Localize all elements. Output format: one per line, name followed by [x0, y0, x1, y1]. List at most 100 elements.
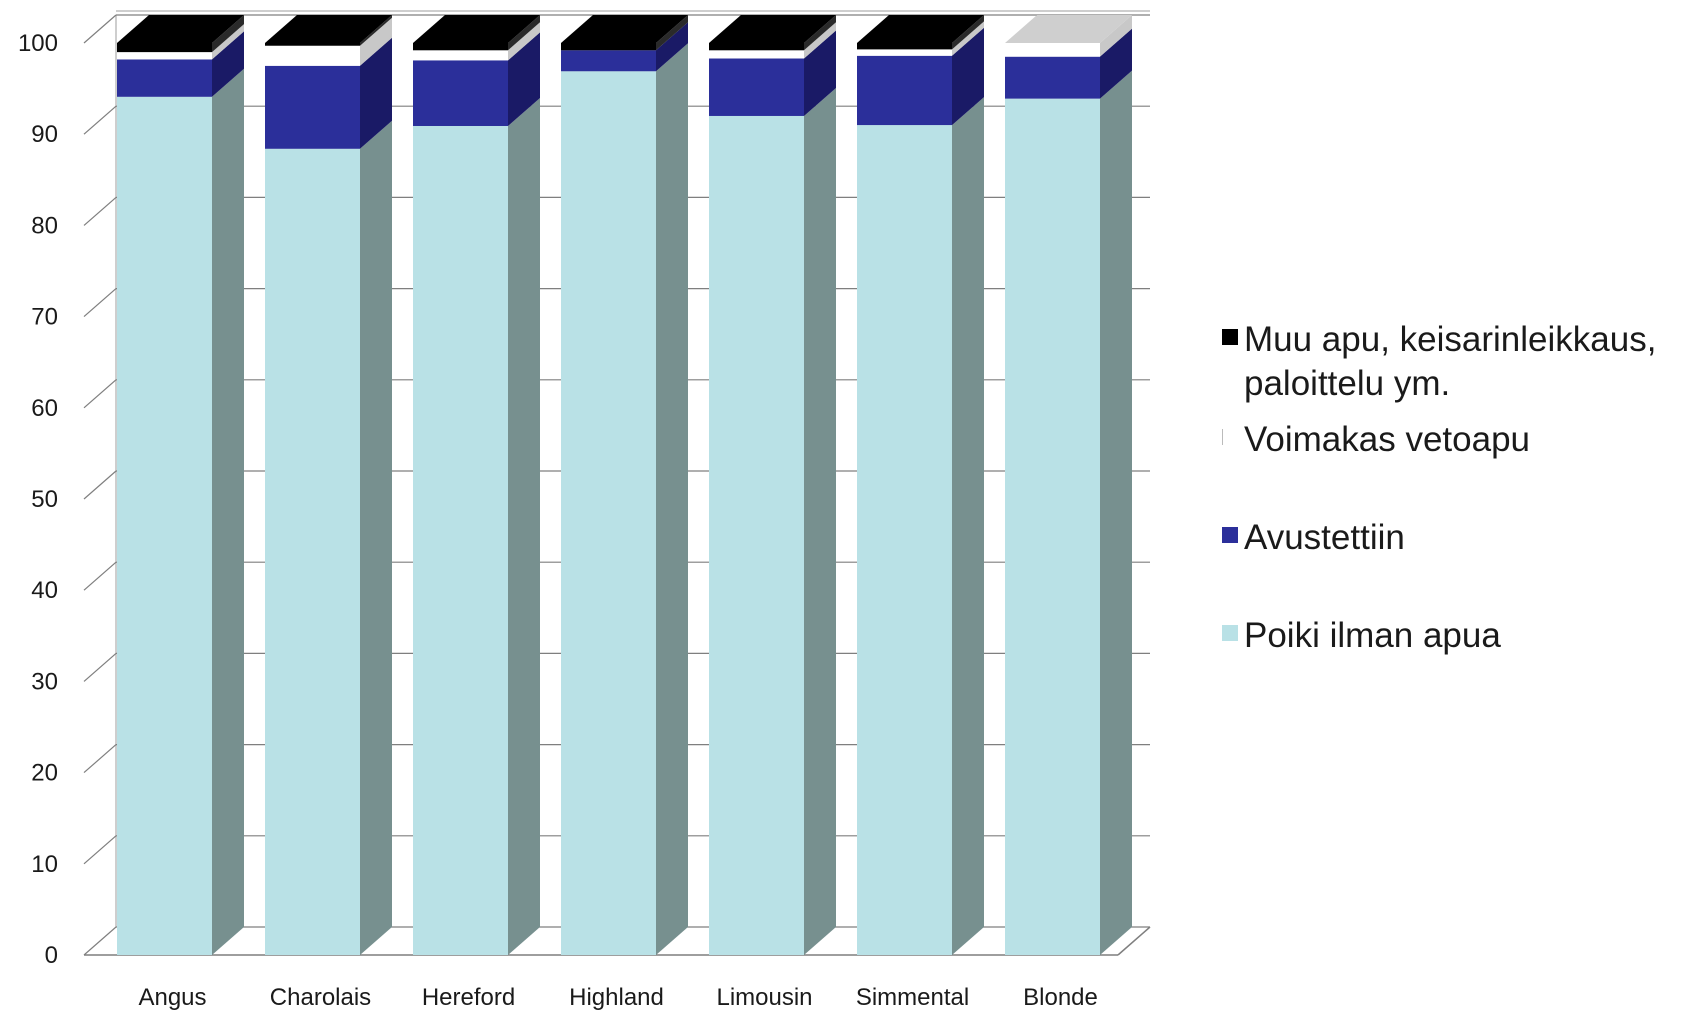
bar-segment [561, 71, 656, 956]
legend-item-voimakas-vetoapu: Voimakas vetoapu [1222, 418, 1684, 462]
bar-top [561, 15, 688, 43]
bar-segment [857, 125, 952, 955]
y-tick-label: 0 [45, 942, 58, 969]
bar-side [952, 27, 984, 126]
bar-segment [413, 125, 508, 955]
bar-segment [413, 50, 508, 61]
gridline-depth [83, 470, 117, 500]
legend-label: Muu apu, keisarinleikkaus, paloittelu ym… [1244, 320, 1657, 403]
y-tick-label: 70 [31, 304, 58, 331]
bar-top [1005, 15, 1132, 43]
gridline-depth [83, 196, 117, 226]
bar-segment [265, 43, 360, 46]
gridline-depth [83, 744, 117, 774]
y-tick-label: 60 [31, 395, 58, 422]
bar-side [656, 15, 688, 51]
y-tick-label: 100 [18, 30, 58, 57]
bar-side [952, 21, 984, 56]
bar-top [857, 15, 984, 43]
bar-side [360, 120, 392, 956]
bar-side [508, 32, 540, 126]
bar-segment [117, 52, 212, 60]
bar-segment [709, 50, 804, 59]
bar-segment [265, 65, 360, 149]
gridline-depth [83, 14, 117, 44]
bar-side [212, 24, 244, 60]
bar-side [1100, 70, 1132, 955]
bar-side [804, 22, 836, 59]
bar-segment [561, 43, 656, 51]
gridline-depth [83, 835, 117, 865]
floor-right-edge [1117, 926, 1151, 956]
bar-side [952, 97, 984, 955]
legend-swatch-white [1222, 429, 1238, 445]
bar-segment [709, 115, 804, 955]
gridline-depth [83, 105, 117, 135]
bar-segment [709, 43, 804, 51]
legend-label: Poiki ilman apua [1244, 616, 1501, 655]
bar-side [508, 15, 540, 51]
bar-side [804, 87, 836, 955]
legend-swatch-black [1222, 329, 1238, 345]
bar-side [212, 68, 244, 956]
bar-segment [857, 49, 952, 56]
x-tick-label: Blonde [1023, 984, 1098, 1011]
bar-side [360, 17, 392, 66]
bar-segment [117, 43, 212, 53]
x-tick-label: Hereford [422, 984, 515, 1011]
bar-side [212, 15, 244, 53]
bar-side [360, 37, 392, 149]
bar-side [804, 30, 836, 116]
legend-label: Voimakas vetoapu [1244, 420, 1531, 459]
y-tick-label: 50 [31, 486, 58, 513]
gridline-depth [83, 561, 117, 591]
gridline-depth [83, 652, 117, 682]
legend-label: Avustettiin [1244, 518, 1405, 557]
y-tick-label: 40 [31, 577, 58, 604]
bar-segment [265, 148, 360, 956]
bar-top [413, 15, 540, 43]
x-tick-label: Highland [569, 984, 664, 1011]
y-tick-label: 30 [31, 668, 58, 695]
bar-segment [857, 55, 952, 126]
bar-segment [265, 45, 360, 66]
bar-side [804, 15, 836, 51]
bar-side [656, 43, 688, 956]
bar-side [1100, 15, 1132, 57]
bar-top [709, 15, 836, 43]
legend-item-poiki-ilman-apua: Poiki ilman apua [1222, 614, 1684, 658]
x-tick-label: Limousin [716, 984, 812, 1011]
bar-side [508, 97, 540, 955]
bar-side [508, 22, 540, 61]
bar-segment [1005, 98, 1100, 955]
bar-segment [117, 59, 212, 97]
bar-side [952, 15, 984, 50]
y-tick-label: 90 [31, 121, 58, 148]
bar-top [117, 15, 244, 43]
bar-segment [413, 60, 508, 126]
gridline-depth [83, 379, 117, 409]
y-tick-label: 80 [31, 212, 58, 239]
legend-swatch-blue [1222, 527, 1238, 543]
y-tick-label: 20 [31, 760, 58, 787]
gridline-depth [83, 288, 117, 318]
y-tick-label: 10 [31, 851, 58, 878]
bar-top [265, 15, 392, 43]
bar-segment [1005, 43, 1100, 57]
bar-segment [413, 43, 508, 51]
x-tick-label: Charolais [270, 984, 371, 1011]
bar-side [1100, 28, 1132, 99]
legend-item-muu-apu: Muu apu, keisarinleikkaus, paloittelu ym… [1222, 318, 1684, 406]
bar-segment [709, 58, 804, 116]
gridline-depth [83, 926, 117, 956]
bar-segment [857, 43, 952, 50]
x-tick-label: Angus [138, 984, 206, 1011]
bar-side [212, 31, 244, 97]
legend-swatch-light-blue [1222, 625, 1238, 641]
legend-item-avustettiin: Avustettiin [1222, 516, 1684, 560]
bar-segment [561, 50, 656, 72]
bar-segment [117, 96, 212, 956]
bar-side [360, 15, 392, 46]
